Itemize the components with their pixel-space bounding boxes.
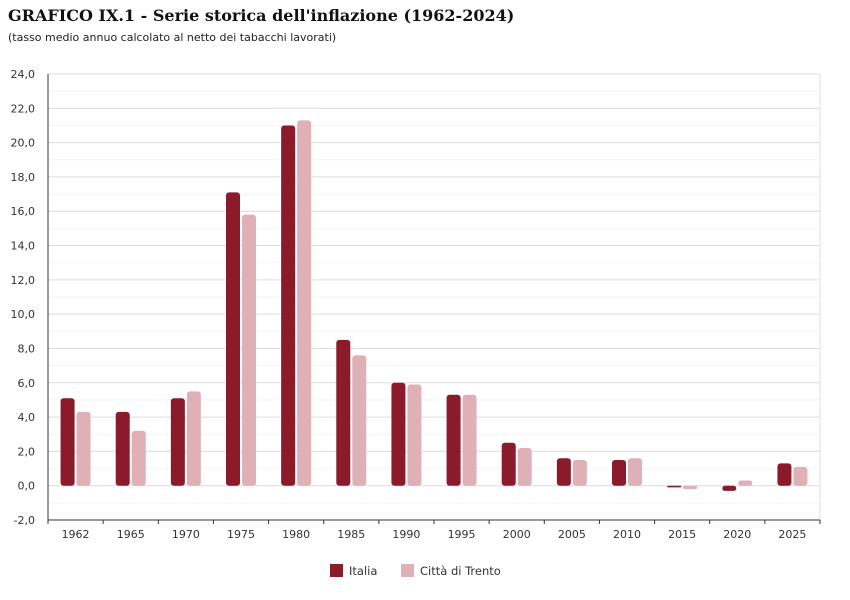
legend-swatch-trento xyxy=(401,564,414,577)
x-tick-label: 1965 xyxy=(117,528,145,541)
legend-swatch-italia xyxy=(330,564,343,577)
bar xyxy=(462,394,477,486)
bar xyxy=(391,382,406,486)
bar xyxy=(131,430,146,486)
x-tick-label: 1990 xyxy=(392,528,420,541)
bar xyxy=(407,384,422,486)
y-tick-label: 24,0 xyxy=(11,68,36,81)
y-tick-label: 10,0 xyxy=(11,308,36,321)
y-tick-label: 22,0 xyxy=(11,102,36,115)
bar xyxy=(501,442,516,486)
y-tick-label: 16,0 xyxy=(11,205,36,218)
y-tick-label: 6,0 xyxy=(18,377,36,390)
x-tick-label: 2015 xyxy=(668,528,696,541)
x-tick-label: 2010 xyxy=(613,528,641,541)
x-tick-label: 2025 xyxy=(778,528,806,541)
y-tick-label: 0,0 xyxy=(18,480,36,493)
bar xyxy=(297,120,312,486)
x-tick-label: 1970 xyxy=(172,528,200,541)
legend-label-italia: Italia xyxy=(349,564,377,578)
y-tick-label: 18,0 xyxy=(11,171,36,184)
x-tick-label: 1980 xyxy=(282,528,310,541)
bar xyxy=(281,125,296,486)
bar xyxy=(667,485,682,488)
y-tick-label: 20,0 xyxy=(11,137,36,150)
bar xyxy=(738,480,753,486)
y-tick-label: 2,0 xyxy=(18,445,36,458)
bar xyxy=(336,339,351,486)
bar xyxy=(60,398,75,486)
bar xyxy=(76,411,91,486)
bar xyxy=(572,459,587,486)
y-tick-label: 12,0 xyxy=(11,274,36,287)
bar xyxy=(115,411,130,486)
chart-subtitle: (tasso medio annuo calcolato al netto de… xyxy=(8,31,337,44)
bar xyxy=(352,355,367,486)
y-tick-label: 14,0 xyxy=(11,240,36,253)
bar xyxy=(242,214,256,486)
bar xyxy=(793,466,808,486)
bar xyxy=(628,458,642,486)
bar xyxy=(683,485,698,490)
y-tick-label: -2,0 xyxy=(14,514,35,527)
bar xyxy=(170,398,185,486)
y-tick-label: 4,0 xyxy=(18,411,36,424)
x-tick-label: 1975 xyxy=(227,528,255,541)
x-tick-label: 1985 xyxy=(337,528,365,541)
x-tick-label: 2020 xyxy=(723,528,751,541)
bar xyxy=(777,463,792,486)
bar xyxy=(722,485,737,491)
x-tick-label: 2005 xyxy=(558,528,586,541)
bar xyxy=(186,391,201,486)
bar xyxy=(612,459,626,486)
bar xyxy=(556,458,571,486)
y-tick-label: 8,0 xyxy=(18,342,36,355)
legend-label-trento: Città di Trento xyxy=(420,564,501,578)
bar xyxy=(517,447,532,486)
x-tick-label: 1962 xyxy=(62,528,90,541)
chart-title: GRAFICO IX.1 - Serie storica dell'inflaz… xyxy=(8,6,515,25)
x-tick-label: 1995 xyxy=(448,528,476,541)
bar xyxy=(446,394,461,486)
x-tick-label: 2000 xyxy=(503,528,531,541)
bar xyxy=(226,192,240,486)
